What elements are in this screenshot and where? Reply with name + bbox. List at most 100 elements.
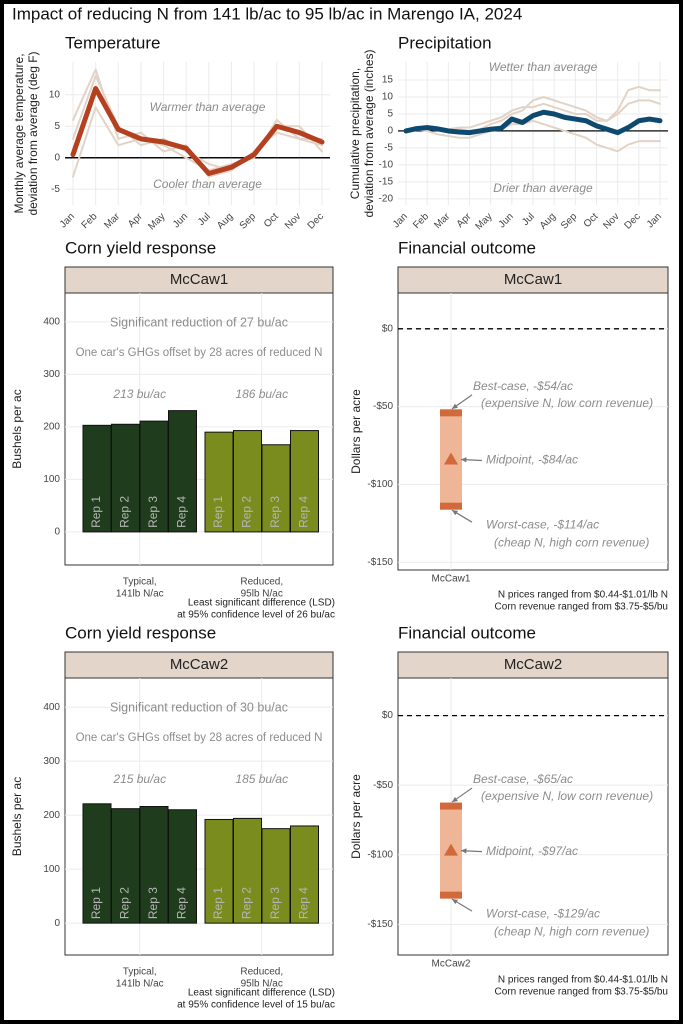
y-tick-label: 0 bbox=[54, 918, 60, 929]
y-tick-label: 100 bbox=[43, 864, 60, 875]
caption: N prices ranged from $0.44-$1.01/lb N bbox=[498, 975, 668, 986]
caption: Least significant difference (LSD) bbox=[188, 988, 335, 999]
data-line bbox=[405, 119, 661, 153]
arrow-head bbox=[452, 796, 458, 803]
y-axis-label: Cumulative precipitation, bbox=[348, 68, 362, 199]
annotation: (cheap N, high corn revenue) bbox=[494, 924, 649, 938]
bar-label: Rep 2 bbox=[118, 887, 132, 919]
y-tick-label: -$100 bbox=[367, 849, 393, 860]
annotation: Wetter than average bbox=[489, 60, 598, 74]
x-group-label: Typical, bbox=[123, 967, 157, 978]
annotation: Midpoint, -$84/ac bbox=[486, 453, 578, 467]
y-axis-label: deviation from average (inches) bbox=[362, 49, 376, 217]
y-tick-label: 15 bbox=[382, 75, 394, 86]
arrow-head bbox=[452, 899, 458, 905]
x-group-label: 141lb N/ac bbox=[116, 589, 164, 600]
bar bbox=[204, 818, 234, 924]
chart-title: Financial outcome bbox=[398, 238, 536, 257]
annotation: (expensive N, low corn revenue) bbox=[481, 789, 653, 803]
chart-title: Temperature bbox=[65, 33, 160, 52]
chart-title: Corn yield response bbox=[65, 623, 216, 642]
y-tick-label: 300 bbox=[43, 756, 60, 767]
arrow-head bbox=[452, 510, 458, 516]
y-tick-label: $0 bbox=[382, 323, 394, 334]
y-axis-label: deviation from average (deg F) bbox=[26, 51, 40, 215]
x-group-label: Reduced, bbox=[240, 577, 283, 588]
bar bbox=[204, 431, 234, 533]
x-group-label: 141lb N/ac bbox=[116, 979, 164, 990]
range-high bbox=[440, 802, 462, 810]
annotation: Warmer than average bbox=[150, 100, 266, 114]
midpoint-marker bbox=[444, 452, 458, 465]
annotation: (cheap N, high corn revenue) bbox=[494, 535, 649, 549]
y-tick-label: -$50 bbox=[373, 780, 393, 791]
bar-label: Rep 3 bbox=[268, 887, 282, 919]
facet-label: McCaw1 bbox=[504, 271, 562, 288]
bar-label: Rep 3 bbox=[268, 496, 282, 528]
facet-label: McCaw1 bbox=[170, 271, 228, 288]
y-tick-label: 200 bbox=[43, 422, 60, 433]
annotation: 213 bu/ac bbox=[112, 387, 166, 401]
y-tick-label: -5 bbox=[384, 143, 393, 154]
annotation: Cooler than average bbox=[153, 177, 262, 191]
annotation: 185 bu/ac bbox=[235, 772, 288, 786]
annotation: One car's GHGs offset by 28 acres of red… bbox=[76, 347, 323, 359]
range-low bbox=[440, 502, 462, 510]
y-tick-label: 200 bbox=[43, 810, 60, 821]
caption: Corn revenue ranged from $3.75-$5/bu bbox=[495, 987, 668, 998]
chart-title: Precipitation bbox=[398, 33, 492, 52]
bar-label: Rep 4 bbox=[297, 496, 311, 528]
y-tick-label: 0 bbox=[54, 152, 60, 163]
plot-panel bbox=[65, 62, 330, 205]
bar-label: Rep 3 bbox=[146, 887, 160, 919]
data-line bbox=[403, 109, 663, 136]
x-group-label: Reduced, bbox=[240, 967, 283, 978]
bar-label: Rep 2 bbox=[240, 887, 254, 919]
bar bbox=[139, 806, 169, 924]
midpoint-marker bbox=[444, 843, 458, 856]
y-tick-label: -$150 bbox=[367, 557, 393, 568]
chart-title: Financial outcome bbox=[398, 623, 536, 642]
bar-label: Rep 4 bbox=[175, 887, 189, 919]
y-tick-label: 10 bbox=[382, 92, 394, 103]
facet-label: McCaw2 bbox=[170, 656, 228, 673]
bar-label: Rep 1 bbox=[89, 887, 103, 919]
page-title: Impact of reducing N from 141 lb/ac to 9… bbox=[12, 4, 522, 23]
bar-label: Rep 1 bbox=[89, 496, 103, 528]
y-tick-label: -15 bbox=[379, 177, 394, 188]
bar bbox=[82, 424, 112, 533]
bar-label: Rep 1 bbox=[211, 496, 225, 528]
y-axis-label: Dollars per acre bbox=[349, 774, 363, 859]
bar bbox=[290, 430, 319, 533]
bar bbox=[233, 430, 262, 533]
data-line bbox=[70, 85, 325, 177]
bar-label: Rep 3 bbox=[146, 496, 160, 528]
y-tick-label: $0 bbox=[382, 710, 394, 721]
annotation: Worst-case, -$114/ac bbox=[486, 517, 599, 531]
bar bbox=[261, 828, 291, 924]
annotation: 186 bu/ac bbox=[235, 387, 288, 401]
caption: at 95% confidence level of 15 bu/ac bbox=[177, 1000, 335, 1011]
facet-strip bbox=[397, 651, 669, 679]
y-tick-label: 5 bbox=[387, 109, 393, 120]
y-tick-label: 400 bbox=[43, 702, 60, 713]
y-axis-label: Bushels per ac bbox=[10, 389, 24, 468]
y-tick-label: -10 bbox=[379, 160, 394, 171]
y-axis-label: Bushels per ac bbox=[10, 777, 24, 856]
annotation: Midpoint, -$97/ac bbox=[486, 844, 578, 858]
y-tick-label: -$100 bbox=[367, 479, 393, 490]
annotation: Best-case, -$65/ac bbox=[473, 772, 573, 786]
bar-label: Rep 4 bbox=[297, 887, 311, 919]
arrow-head bbox=[461, 457, 467, 463]
y-tick-label: 0 bbox=[387, 126, 393, 137]
annotation: Best-case, -$54/ac bbox=[473, 379, 573, 393]
annotation: (expensive N, low corn revenue) bbox=[481, 396, 653, 410]
annotation: 215 bu/ac bbox=[112, 772, 166, 786]
x-tick-label: McCaw1 bbox=[432, 574, 471, 585]
bar bbox=[290, 825, 319, 924]
y-tick-label: 400 bbox=[43, 317, 60, 328]
bar-label: Rep 1 bbox=[211, 887, 225, 919]
arrow-head bbox=[461, 848, 467, 854]
y-tick-label: 0 bbox=[54, 527, 60, 538]
